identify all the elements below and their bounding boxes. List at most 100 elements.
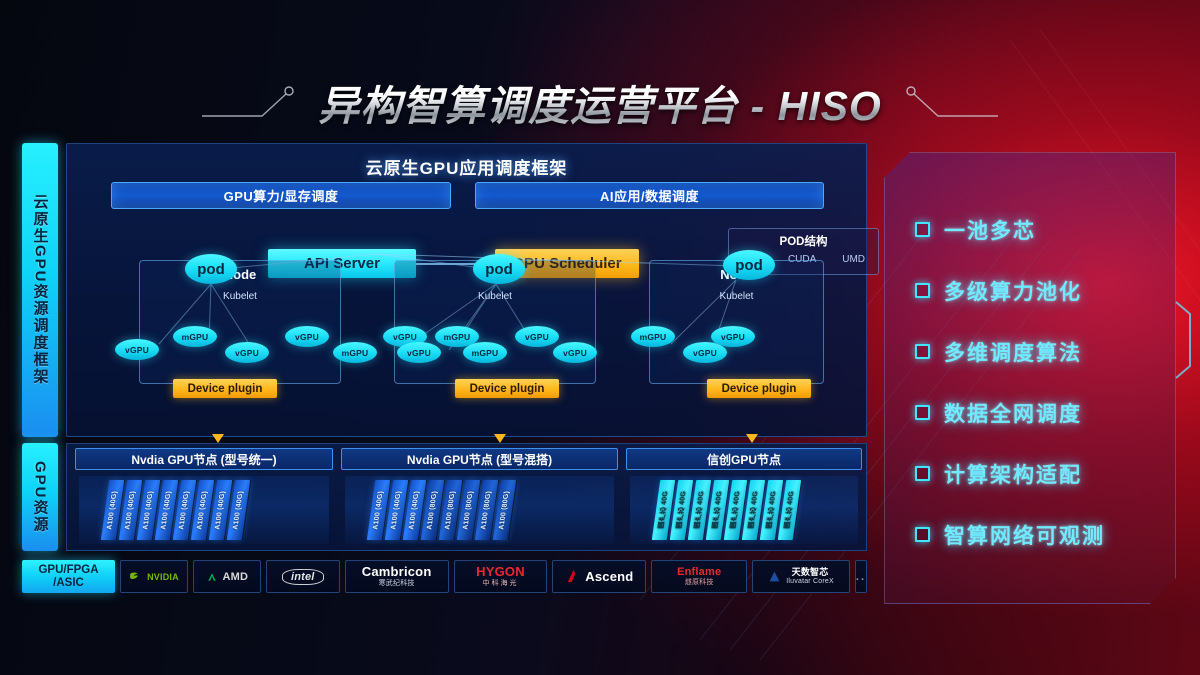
scheduling-bar-compute[interactable]: GPU算力/显存调度	[111, 182, 451, 209]
pod-node-1[interactable]: pod	[185, 254, 237, 284]
gpu-chip[interactable]: mGPU	[463, 342, 507, 363]
feature-label: 多级算力池化	[944, 280, 1082, 304]
gpu-chip[interactable]: mGPU	[631, 326, 675, 347]
vendor-cambricon[interactable]: Cambricon 寒武纪科技	[344, 560, 449, 593]
feature-item-4[interactable]: 计算架构适配	[915, 443, 1175, 504]
gpu-chip[interactable]: vGPU	[711, 326, 755, 347]
vendor-sub: 寒武纪科技	[378, 579, 415, 587]
gpu-card-label: A100 (40G)	[160, 490, 173, 530]
sidebar-tab-gpu-resource-label: GPU资源	[31, 460, 49, 534]
gpu-card-rail: A100 (40G) A100 (40G) A100 (40G) A100 (80G)…	[345, 476, 614, 544]
node-box-1: Node Kubelet	[139, 260, 341, 384]
gpu-card-label: A100 (80G)	[462, 490, 475, 530]
feature-label: 计算架构适配	[944, 463, 1082, 487]
gpu-card-rail: A100 (40G) A100 (40G) A100 (40G) A100 (40G)…	[79, 476, 329, 544]
vendor-hygon[interactable]: HYGON 中科海光	[453, 560, 548, 593]
feature-label: 智算网络可观测	[944, 524, 1105, 548]
gpu-chip[interactable]: vGPU	[515, 326, 559, 347]
feature-item-2[interactable]: 多维调度算法	[915, 321, 1175, 382]
amd-icon	[207, 572, 216, 581]
vendor-sub: 中科海光	[482, 579, 519, 587]
gpu-card-label: A100 (80G)	[480, 490, 493, 530]
gpu-chip[interactable]: mGPU	[173, 326, 217, 347]
feature-item-1[interactable]: 多级算力池化	[915, 260, 1175, 321]
right-decorative-bracket	[1175, 301, 1191, 379]
sidebar-tab-framework[interactable]: 云原生GPU资源调度框架	[22, 143, 58, 437]
gpu-chip[interactable]: vGPU	[115, 339, 159, 360]
device-plugin-2[interactable]: Device plugin	[455, 379, 559, 398]
gpu-node-group-2: 信创GPU节点 国产芯 40G 国产芯 40G 国产芯 40G 国产芯 40G 国产芯 …	[626, 448, 862, 548]
gpu-card-label: A100 (40G)	[232, 490, 245, 530]
gpu-chip[interactable]: vGPU	[553, 342, 597, 363]
feature-label: 多维调度算法	[944, 341, 1082, 365]
node-box-3: Node Kubelet	[649, 260, 824, 384]
vendor-logo-strip: GPU/FPGA /ASIC NVIDIA AMD intel Cambrico…	[22, 560, 867, 593]
pod-node-3[interactable]: pod	[723, 250, 775, 280]
pod-layer-umd: UMD	[842, 254, 866, 265]
gpu-node-group-0: Nvdia GPU节点 (型号统一) A100 (40G) A100 (40G) A…	[75, 448, 333, 548]
vendor-name: HYGON	[476, 564, 525, 579]
ascend-icon	[568, 569, 576, 583]
feature-item-3[interactable]: 数据全网调度	[915, 382, 1175, 443]
vendor-sub: 燧原科技	[684, 578, 714, 586]
gpu-node-group-1: Nvdia GPU节点 (型号混搭) A100 (40G) A100 (40G) A…	[341, 448, 618, 548]
device-plugin-1[interactable]: Device plugin	[173, 379, 277, 398]
gpu-chip[interactable]: mGPU	[435, 326, 479, 347]
checkbox-icon	[915, 466, 930, 481]
kubernetes-topology: Node Kubelet pod vGPU mGPU vGPU vGPU mGP…	[111, 222, 824, 424]
gpu-resource-container: Nvdia GPU节点 (型号统一) A100 (40G) A100 (40G) A…	[66, 443, 867, 551]
vendor-iluvatar[interactable]: 天数智芯 Iluvatar CoreX	[752, 560, 850, 593]
pod-node-2[interactable]: pod	[473, 254, 525, 284]
vendor-name: Enflame	[677, 566, 722, 579]
vendor-more[interactable]: ......	[854, 560, 867, 593]
title-ornament-left	[202, 86, 294, 117]
scheduling-bar-ai[interactable]: AI应用/数据调度	[475, 182, 824, 209]
gpu-chip[interactable]: mGPU	[333, 342, 377, 363]
kubelet-label: Kubelet	[478, 291, 512, 302]
feature-item-5[interactable]: 智算网络可观测	[915, 504, 1175, 565]
gpu-card-label: 国产芯 40G	[656, 491, 670, 529]
title-ornament-right	[906, 86, 998, 117]
gpu-card-label: 国产芯 40G	[692, 491, 706, 529]
vendor-name: intel	[281, 568, 324, 585]
vendor-nvidia[interactable]: NVIDIA	[120, 560, 188, 593]
vendor-label-line2: /ASIC	[53, 576, 84, 589]
gpu-card-label: A100 (40G)	[408, 490, 421, 530]
vendor-name: AMD	[222, 570, 249, 583]
gpu-card-label: A100 (40G)	[196, 490, 209, 530]
gpu-chip[interactable]: vGPU	[383, 326, 427, 347]
gpu-card-label: A100 (40G)	[106, 490, 119, 530]
device-plugin-3[interactable]: Device plugin	[707, 379, 811, 398]
vendor-amd[interactable]: AMD	[192, 560, 261, 593]
vendor-enflame[interactable]: Enflame 燧原科技	[651, 560, 748, 593]
sidebar-tab-gpu-resource[interactable]: GPU资源	[22, 443, 58, 551]
vendor-label-line1: GPU/FPGA	[38, 563, 99, 576]
gpu-card-label: 国产芯 40G	[710, 491, 724, 529]
checkbox-icon	[915, 405, 930, 420]
vendor-intel[interactable]: intel	[265, 560, 340, 593]
vendor-name: Ascend	[585, 569, 634, 584]
gpu-card-label: A100 (80G)	[444, 490, 457, 530]
gpu-chip[interactable]: vGPU	[285, 326, 329, 347]
vendor-name: Cambricon	[361, 564, 432, 579]
feature-item-0[interactable]: 一池多芯	[915, 199, 1175, 260]
vendor-strip-label: GPU/FPGA /ASIC	[22, 560, 115, 593]
api-server-block[interactable]: API Server	[268, 249, 416, 278]
gpu-chip[interactable]: vGPU	[397, 342, 441, 363]
framework-heading: 云原生GPU应用调度框架	[365, 159, 568, 178]
page-title: 异构智算调度运营平台 - HISO	[318, 72, 882, 132]
gpu-chip[interactable]: vGPU	[225, 342, 269, 363]
vendor-ascend[interactable]: Ascend	[552, 560, 647, 593]
iluvatar-icon	[769, 571, 780, 582]
gpu-card-label: 国产芯 40G	[782, 491, 796, 529]
device-plugin-arrows	[212, 434, 758, 443]
framework-container: 云原生GPU应用调度框架 GPU算力/显存调度 AI应用/数据调度 API Se…	[66, 143, 879, 437]
vendor-name: NVIDIA	[147, 571, 179, 582]
kubelet-label: Kubelet	[223, 291, 257, 302]
gpu-card-label: 国产芯 40G	[674, 491, 688, 529]
gpu-card-label: 国产芯 40G	[728, 491, 742, 529]
gpu-chip[interactable]: vGPU	[683, 342, 727, 363]
vendor-sub: Iluvatar CoreX	[786, 577, 834, 585]
gpu-card-rail: 国产芯 40G 国产芯 40G 国产芯 40G 国产芯 40G 国产芯 40G 国产芯 4…	[630, 476, 858, 544]
